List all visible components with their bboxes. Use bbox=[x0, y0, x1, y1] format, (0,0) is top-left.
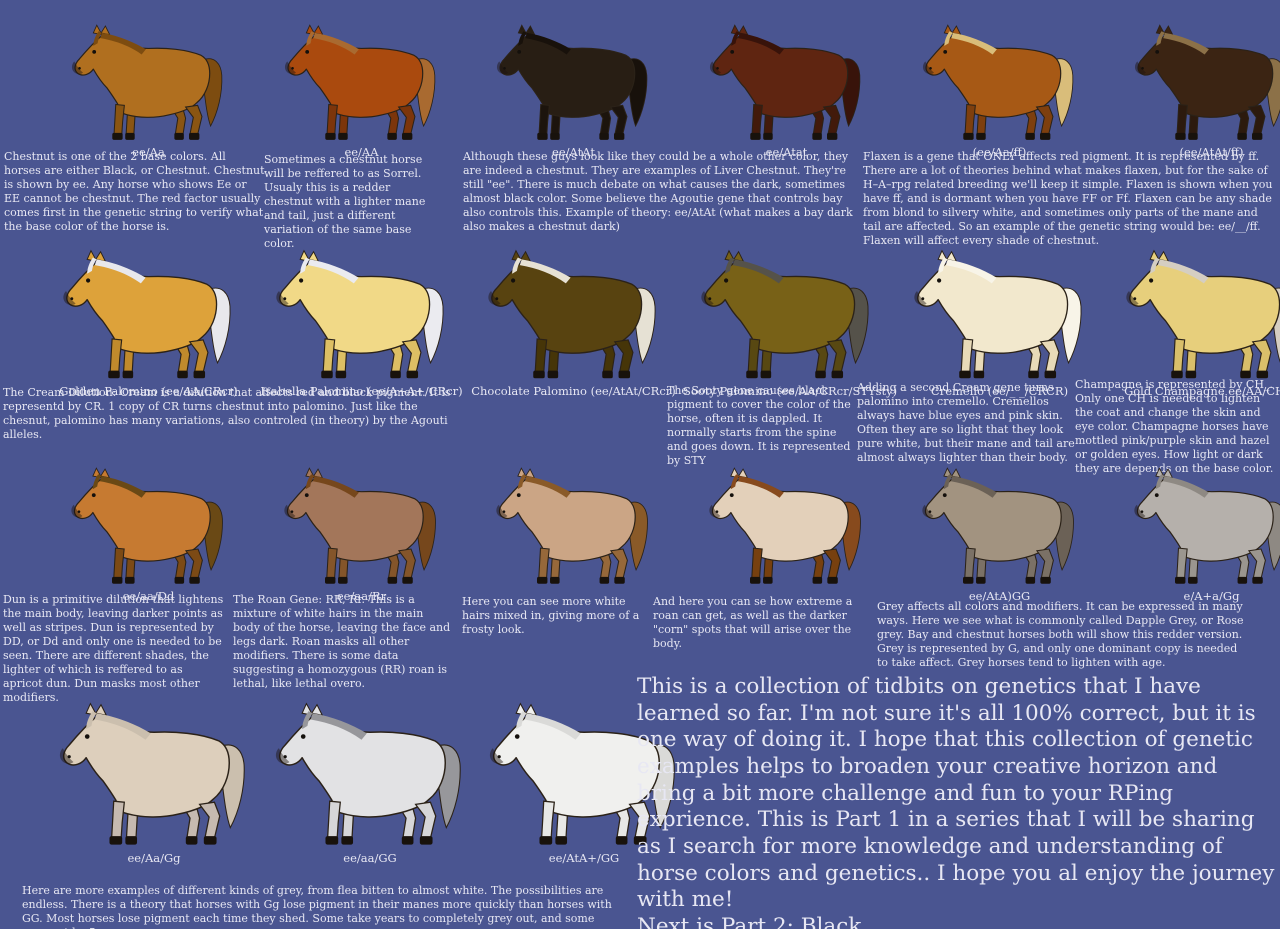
horse-cell-chocolate-palomino: Chocolate Palomino (ee/AtAt/CRcr) bbox=[470, 245, 677, 399]
horse-illustration bbox=[258, 20, 465, 145]
horse-illustration bbox=[896, 245, 1103, 384]
horse-cell-sooty-palomino: Sooty Palomino (ee/AA/CRcr/STYsty) bbox=[683, 245, 898, 399]
horse-cell-cremello: Cremello (ee/_ _/CRCR) bbox=[896, 245, 1103, 399]
horse-illustration bbox=[470, 245, 677, 384]
description-cream-dilution: The Cream Dilution: Cream is a dilution … bbox=[3, 386, 451, 441]
horse-illustration bbox=[1108, 20, 1280, 145]
horse-illustration bbox=[683, 245, 890, 384]
description-grey: Grey affects all colors and modifiers. I… bbox=[877, 600, 1244, 669]
genotype-label: (ee/AtAt/ff) bbox=[1179, 145, 1244, 159]
horse-cell-isabella-palomino: Isabella Palomino (ee/A+A+/CRcr) bbox=[258, 245, 465, 399]
description-flaxen: Flaxen is a gene that ONLY affects red p… bbox=[863, 150, 1273, 247]
outro-next-part: Next is Part 2: Black. bbox=[637, 913, 869, 929]
description-chestnut: Chestnut is one of the 2 base colors. Al… bbox=[4, 150, 265, 233]
horse-cell-dun: ee/aa/Dd bbox=[45, 463, 252, 604]
description-liver-chestnut: Although these guys look like they could… bbox=[463, 150, 853, 233]
genotype-label: ee/AtAt bbox=[552, 145, 595, 159]
horse-illustration bbox=[45, 20, 252, 145]
horse-illustration bbox=[470, 463, 677, 589]
horse-cell-white-grey: ee/AtA+/GG bbox=[478, 676, 690, 866]
genotype-label: Isabella Palomino (ee/A+A+/CRcr) bbox=[260, 384, 463, 398]
genotype-label: ee/Atat bbox=[765, 145, 808, 159]
horse-cell-dapple-grey: e/A+a/Gg bbox=[1108, 463, 1280, 604]
genotype-label: ee/aa/Dd bbox=[122, 589, 175, 603]
horse-cell-frosty-roan bbox=[470, 463, 677, 604]
genotype-label: Cremello (ee/_ _/CRCR) bbox=[930, 384, 1069, 398]
horse-cell-sorrel: ee/AA bbox=[258, 20, 465, 160]
horse-illustration bbox=[1108, 463, 1280, 589]
horse-cell-flaxen-liver: (ee/AtAt/ff) bbox=[1108, 20, 1280, 160]
horse-cell-gold-champagne: Gold Champagne ee/AA/CHch bbox=[1108, 245, 1280, 399]
horse-cell-golden-palomino: Golden Palomino (ee/AA/CRcr) bbox=[45, 245, 252, 399]
description-sorrel: Sometimes a chestnut horse will be reffe… bbox=[264, 153, 426, 250]
genotype-label: (ee/Aa/ff) bbox=[972, 145, 1027, 159]
horse-illustration bbox=[258, 245, 465, 384]
horse-cell-liver-chestnut-2: ee/Atat bbox=[683, 20, 890, 160]
horse-illustration bbox=[896, 463, 1103, 589]
horse-illustration bbox=[470, 20, 677, 145]
horse-illustration bbox=[896, 20, 1103, 145]
genotype-label: ee/AA bbox=[344, 145, 379, 159]
description-cremello: Adding a second Cream gene turns palomin… bbox=[857, 381, 1075, 464]
horse-cell-extreme-roan bbox=[683, 463, 890, 604]
horse-illustration bbox=[48, 676, 260, 851]
horse-cell-roan: ee/aa/Rr bbox=[258, 463, 465, 604]
horse-illustration bbox=[683, 463, 890, 589]
genotype-label: ee/AtA)GG bbox=[968, 589, 1031, 603]
horse-illustration bbox=[683, 20, 890, 145]
horse-illustration bbox=[45, 245, 252, 384]
genotype-label: e/A+a/Gg bbox=[1183, 589, 1240, 603]
horse-cell-liver-chestnut-1: ee/AtAt bbox=[470, 20, 677, 160]
genotype-label: ee/AtA+/GG bbox=[548, 851, 620, 865]
horse-cell-fleabitten-grey: ee/Aa/Gg bbox=[48, 676, 260, 866]
horse-illustration bbox=[258, 463, 465, 589]
genotype-label: ee/Aa/Gg bbox=[127, 851, 181, 865]
description-dun: Dun is a primitive dilution that lighten… bbox=[3, 593, 224, 704]
description-sooty: The Sooty gene causes black pigment to c… bbox=[667, 384, 851, 467]
horse-illustration bbox=[264, 676, 476, 851]
genotype-label: Chocolate Palomino (ee/AtAt/CRcr) bbox=[471, 384, 676, 398]
description-champagne: Champagne is represented by CH_. Only on… bbox=[1075, 378, 1274, 475]
description-grey-more: Here are more examples of different kind… bbox=[22, 884, 612, 929]
horse-cell-rose-grey: ee/AtA)GG bbox=[896, 463, 1103, 604]
horse-cell-chestnut: ee/Aa bbox=[45, 20, 252, 160]
horse-illustration bbox=[1108, 245, 1280, 384]
genotype-label: Golden Palomino (ee/AA/CRcr) bbox=[59, 384, 238, 398]
description-roan-frosty: Here you can see more white hairs mixed … bbox=[462, 595, 640, 636]
horse-cell-light-grey: ee/aa/GG bbox=[264, 676, 476, 866]
genotype-label: ee/aa/GG bbox=[343, 851, 397, 865]
genotype-label: ee/aa/Rr bbox=[336, 589, 387, 603]
outro-paragraph: This is a collection of tidbits on genet… bbox=[637, 674, 1275, 913]
genotype-label: Sooty Palomino (ee/AA/CRcr/STYsty) bbox=[683, 384, 898, 398]
horse-cell-flaxen-chestnut: (ee/Aa/ff) bbox=[896, 20, 1103, 160]
genotype-label: Gold Champagne ee/AA/CHch bbox=[1124, 384, 1280, 398]
horse-illustration bbox=[45, 463, 252, 589]
description-roan: The Roan Gene: RR, Rr. This is a mixture… bbox=[233, 593, 451, 690]
outro-text: This is a collection of tidbits on genet… bbox=[637, 674, 1280, 929]
genotype-label: ee/Aa bbox=[132, 145, 165, 159]
description-roan-extreme: And here you can se how extreme a roan c… bbox=[653, 595, 853, 650]
